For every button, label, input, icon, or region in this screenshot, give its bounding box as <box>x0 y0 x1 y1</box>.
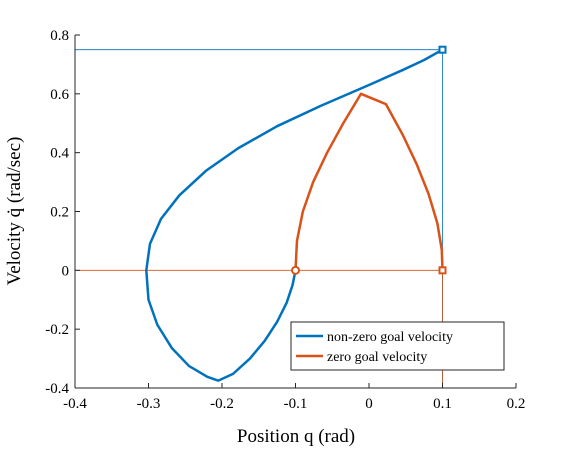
y-axis-label: Velocity q̇ (rad/sec) <box>4 137 25 286</box>
series-2-start-marker <box>291 265 300 275</box>
x-tick-label: -0.4 <box>63 396 87 412</box>
legend-entry-series-2: zero goal velocity <box>327 350 427 365</box>
x-axis-ticks: -0.4 -0.3 -0.2 -0.1 0 0.1 0.2 <box>63 383 525 412</box>
series-line-1 <box>145 48 444 382</box>
x-tick-label: -0.2 <box>210 396 234 412</box>
y-tick-label: 0.4 <box>50 146 69 162</box>
x-tick-label: 0 <box>365 396 373 412</box>
series-1-end-marker <box>438 45 447 54</box>
y-tick-label: 0.8 <box>50 28 69 44</box>
x-axis-label: Position q (rad) <box>237 426 355 447</box>
y-axis-ticks: -0.4 -0.2 0 0.2 0.4 0.6 0.8 <box>45 28 80 397</box>
plot-area <box>75 45 447 388</box>
x-tick-label: -0.1 <box>284 396 308 412</box>
y-tick-label: 0.6 <box>50 87 69 103</box>
series-line-2 <box>294 92 444 272</box>
legend-entry-series-1: non-zero goal velocity <box>327 330 453 345</box>
y-tick-label: 0 <box>62 263 70 279</box>
legend-box <box>290 321 505 371</box>
x-tick-label: 0.1 <box>433 396 452 412</box>
x-tick-label: 0.2 <box>507 396 526 412</box>
legend: non-zero goal velocity zero goal velocit… <box>290 321 505 371</box>
y-tick-label: 0.2 <box>50 205 69 221</box>
y-tick-label: -0.2 <box>45 322 69 338</box>
x-tick-label: -0.3 <box>137 396 161 412</box>
y-tick-label: -0.4 <box>45 381 69 397</box>
series-2-end-marker <box>438 266 447 275</box>
